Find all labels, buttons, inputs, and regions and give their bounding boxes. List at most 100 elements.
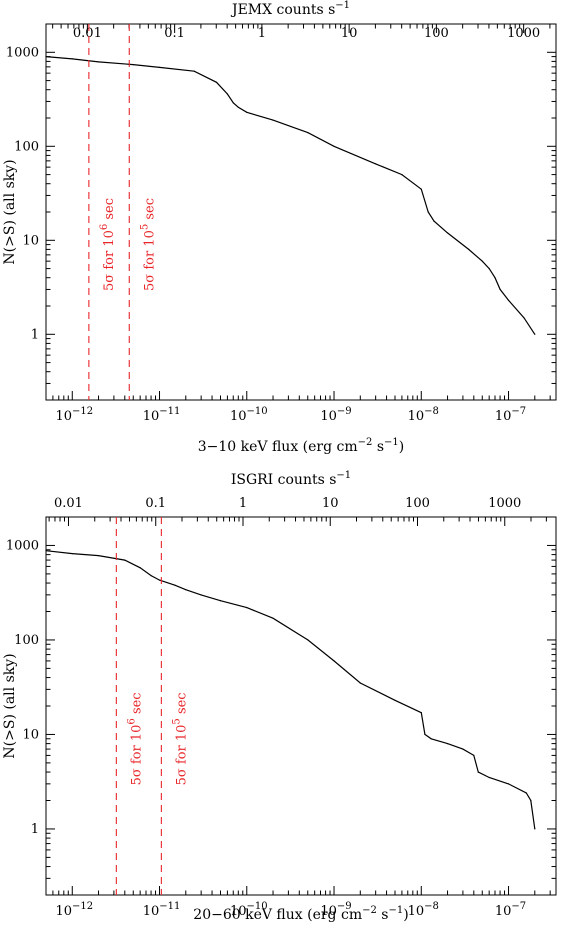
data-point [401, 174, 403, 176]
limit-label: 5σ for 105 sec [171, 692, 189, 785]
data-point [424, 733, 426, 736]
data-point [420, 188, 422, 190]
y-tick-label: 100 [14, 139, 39, 154]
data-point [139, 567, 141, 569]
x-tick-label: 10−11 [143, 901, 181, 919]
data-point [433, 220, 435, 222]
data-point [427, 211, 429, 213]
data-point [193, 70, 195, 72]
y-tick-label: 100 [14, 633, 39, 648]
plot-frame [45, 23, 557, 401]
data-point [430, 738, 432, 740]
data-point [307, 639, 309, 641]
data-point [215, 81, 218, 83]
y-axis-label: N(>S) (all sky) [2, 159, 18, 264]
data-point [534, 828, 536, 830]
data-point [174, 584, 176, 586]
data-point [124, 559, 126, 561]
limit-label: 5σ for 106 sec [126, 692, 144, 785]
x-tick-label: 10−10 [230, 406, 268, 424]
data-point [333, 145, 335, 147]
data-point [272, 119, 274, 121]
top-tick-label: 100 [405, 496, 430, 511]
data-point [237, 106, 239, 108]
x-axis-label: 20−60 keV flux (erg cm−2 s−1) [193, 905, 408, 923]
top-tick-label: 1000 [488, 496, 521, 511]
y-tick-label: 1000 [6, 538, 39, 553]
data-point [488, 268, 490, 270]
data-point [219, 600, 222, 602]
data-point [71, 553, 73, 555]
data-point [525, 792, 527, 794]
data-point [333, 660, 335, 662]
series-line [45, 550, 536, 829]
x-tick-label: 10−12 [55, 406, 93, 424]
top-axis-label: JEMX counts s−1 [230, 0, 350, 18]
data-point [488, 776, 490, 779]
data-point [462, 748, 464, 750]
x-tick-label: 10−9 [320, 406, 351, 424]
data-point [446, 232, 449, 234]
data-point [200, 594, 202, 596]
data-point [185, 589, 187, 591]
x-tick-label: 10−9 [320, 901, 351, 919]
data-point [394, 699, 396, 701]
data-point [481, 260, 483, 262]
data-point [499, 288, 501, 290]
chart-panel-1: 10−12 10−11 10−10 10−9 10−8 10−7 1 10 100 1000 0.0… [2, 0, 557, 455]
data-point [45, 56, 47, 58]
series-line [45, 56, 536, 335]
data-point [307, 132, 309, 134]
top-tick-label: 1 [239, 496, 247, 511]
top-tick-label: 0.01 [54, 496, 83, 511]
top-tick-label: 1 [258, 26, 266, 41]
data-point [530, 799, 532, 802]
x-tick-label: 10−8 [408, 406, 439, 424]
data-point [272, 617, 274, 619]
data-point [468, 248, 470, 250]
top-tick-label: 10 [322, 496, 339, 511]
data-point [507, 299, 510, 301]
data-point [494, 277, 496, 279]
top-tick-label: 0.1 [145, 496, 166, 511]
data-point [246, 607, 248, 609]
data-point [45, 550, 47, 552]
plot-frame [45, 516, 557, 896]
data-point [446, 743, 449, 745]
top-tick-label: 0.1 [164, 26, 185, 41]
data-point [232, 102, 234, 104]
limit-label: 5σ for 106 sec [99, 198, 117, 291]
data-point [158, 66, 161, 68]
x-tick-label: 10−8 [408, 901, 439, 919]
data-point [150, 575, 152, 577]
data-point [132, 64, 134, 66]
data-point [97, 61, 100, 63]
data-point [359, 682, 361, 684]
y-tick-label: 1 [31, 822, 39, 837]
y-tick-label: 10 [22, 727, 39, 742]
top-axis-label: ISGRI counts s−1 [231, 470, 351, 488]
data-point [477, 771, 479, 773]
data-point [97, 555, 100, 557]
x-tick-label: 10−12 [55, 901, 93, 919]
data-point [507, 783, 510, 785]
chart-panel-2: 10−12 10−11 10−10 10−9 10−8 10−7 1 10 100 1000 0.0… [2, 470, 557, 923]
top-tick-label: 10 [341, 26, 358, 41]
data-point [158, 579, 161, 581]
x-tick-label: 10−7 [495, 406, 526, 424]
x-tick-label: 10−10 [230, 901, 268, 919]
data-point [523, 317, 525, 319]
data-point [226, 93, 228, 95]
y-tick-label: 1 [31, 327, 39, 342]
y-axis-label: N(>S) (all sky) [2, 653, 18, 758]
top-tick-label: 0.01 [73, 26, 102, 41]
x-axis-label: 3−10 keV flux (erg cm−2 s−1) [198, 437, 405, 455]
y-tick-label: 10 [22, 233, 39, 248]
x-tick-label: 10−11 [143, 406, 181, 424]
data-point [420, 712, 422, 714]
data-point [246, 111, 248, 113]
data-point [375, 163, 377, 165]
limit-label: 5σ for 105 sec [139, 198, 157, 291]
data-point [71, 58, 73, 60]
